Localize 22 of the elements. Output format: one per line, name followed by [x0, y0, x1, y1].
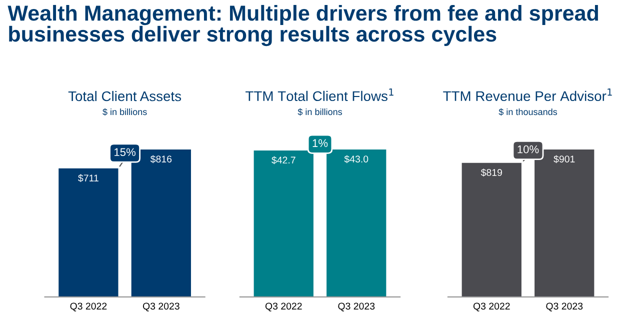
data-label: $711 — [78, 174, 98, 182]
chart-subtitle: $ in thousands — [498, 108, 558, 116]
text: Wealth Management: Multiple drivers from fee and spread businesses deliver strong results across cycles — [8, 4, 598, 46]
annotation: 10% — [518, 145, 539, 154]
x-tick-label: Q3 2022 — [70, 302, 107, 312]
chart-subtitle: $ in billions — [102, 108, 147, 116]
data-label: $816 — [150, 155, 172, 164]
data-label: $42.7 — [272, 156, 296, 164]
data-label: $901 — [554, 155, 575, 164]
chart-title: TTM Total Client Flows$^{1}$ — [246, 88, 394, 102]
data-label: $43.0 — [344, 155, 368, 164]
x-tick-label: Q3 2023 — [546, 302, 583, 312]
chart-subtitle: $ in billions — [298, 108, 342, 116]
x-tick-label: Q3 2023 — [338, 302, 375, 312]
data-label: $819 — [480, 168, 502, 176]
text: 1% — [312, 139, 328, 148]
annotation: 15% — [114, 148, 136, 156]
chart-title: Total Client Assets — [68, 90, 182, 102]
x-tick-label: Q3 2022 — [265, 302, 302, 312]
chart-title: TTM Revenue Per Advisor$^{1}$ — [443, 88, 612, 102]
x-tick-label: Q3 2022 — [473, 302, 510, 312]
x-tick-label: Q3 2023 — [142, 302, 180, 312]
